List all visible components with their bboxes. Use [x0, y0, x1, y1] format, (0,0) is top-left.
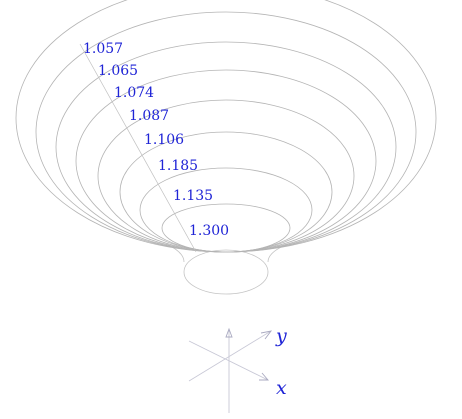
axis-x-label: x: [276, 377, 287, 399]
ring-label-4: 1.087: [129, 108, 169, 124]
axes-triad: y x: [188, 325, 287, 413]
ring-label-1: 1.057: [83, 41, 123, 57]
axis-y: [188, 330, 272, 382]
axis-y-arrowhead: [260, 330, 273, 340]
ring-8: [161, 203, 291, 253]
ring-7: [139, 167, 313, 253]
axis-x-arrowhead: [259, 372, 269, 381]
bottom-ellipse: [183, 249, 269, 295]
axis-z-arrowhead: [225, 327, 233, 338]
ring-1: [15, 0, 437, 253]
ring-label-6: 1.185: [158, 158, 198, 174]
ring-label-5: 1.106: [144, 132, 184, 148]
ring-label-7: 1.135: [173, 188, 213, 204]
ring-label-3: 1.074: [114, 85, 154, 101]
axis-y-label: y: [275, 325, 287, 347]
ring-label-8: 1.300: [189, 223, 229, 239]
label-spine: [79, 43, 197, 253]
ring-label-2: 1.065: [98, 63, 138, 79]
axis-x: [188, 340, 269, 381]
